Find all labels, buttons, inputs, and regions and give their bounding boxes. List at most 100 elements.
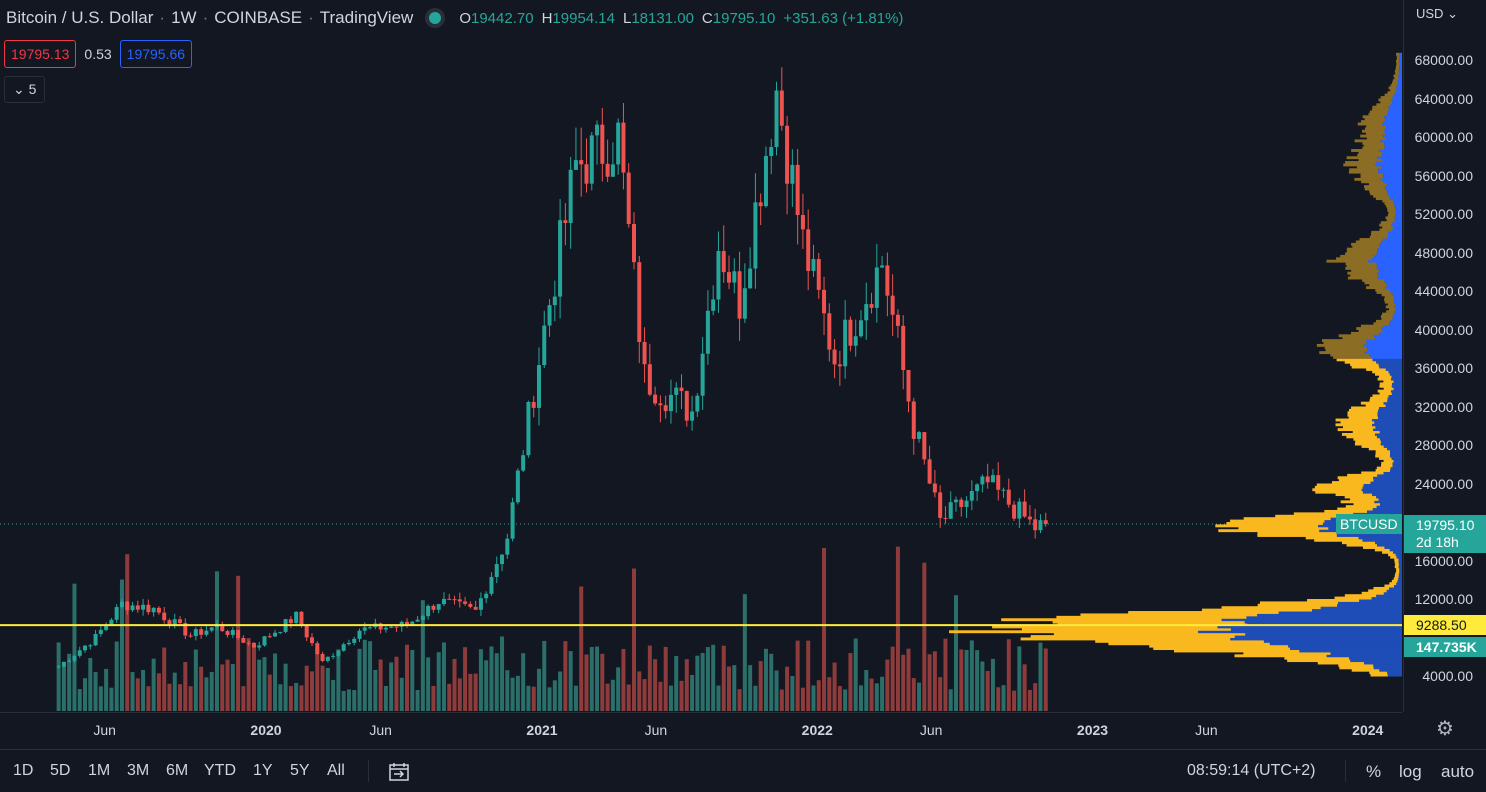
volume-bar <box>758 661 763 711</box>
range-button-3m[interactable]: 3M <box>127 762 150 779</box>
candle-body <box>510 502 515 539</box>
volume-profile-row-up <box>1342 425 1376 429</box>
sell-button[interactable]: 19795.13 <box>4 40 77 68</box>
indicators-toggle-button[interactable]: ⌄ 5 <box>4 76 46 103</box>
candle-body <box>526 401 531 456</box>
range-button-all[interactable]: All <box>327 762 345 779</box>
volume-profile-row-up <box>1384 93 1395 97</box>
percent-scale-toggle[interactable]: % <box>1366 762 1382 781</box>
volume-profile-row-up <box>1391 81 1398 85</box>
volume-profile-row-up <box>1351 149 1380 152</box>
range-button-5d[interactable]: 5D <box>50 762 71 779</box>
volume-bar <box>83 678 88 711</box>
volume-profile-row-down <box>1399 52 1402 56</box>
volume-profile-row-down <box>1349 656 1402 660</box>
volume-bar <box>763 648 768 711</box>
volume-profile-row-up <box>1331 481 1371 484</box>
volume-profile-row-down <box>1370 481 1402 484</box>
volume-bar <box>837 686 842 711</box>
log-scale-toggle[interactable]: log <box>1399 762 1422 781</box>
time-axis-label: 2024 <box>1352 722 1384 738</box>
volume-profile-row-up <box>1243 651 1331 655</box>
volume-profile-row-down <box>1377 276 1402 280</box>
date-range-icon[interactable] <box>388 762 410 787</box>
volume-bar <box>436 652 441 711</box>
volume-bar <box>304 665 309 711</box>
market-status-icon[interactable] <box>425 8 446 28</box>
candle-body <box>684 391 689 421</box>
volume-profile-row-down <box>1397 79 1402 83</box>
auto-scale-toggle[interactable]: auto <box>1441 762 1475 781</box>
candle-body <box>880 265 885 268</box>
volume-bar <box>172 672 177 711</box>
volume-profile-row-down <box>1263 639 1402 643</box>
volume-profile-row-up <box>1362 278 1385 282</box>
volume-profile-row-down <box>1394 300 1402 304</box>
volume-profile-row-down <box>1378 408 1402 412</box>
candle-body <box>320 654 325 661</box>
volume-bar <box>341 690 346 711</box>
volume-profile-row-up <box>1215 524 1318 528</box>
range-button-6m[interactable]: 6M <box>166 762 189 779</box>
volume-profile-row-up <box>1337 476 1374 480</box>
candle-body <box>822 289 827 314</box>
price-chart[interactable] <box>0 0 1402 712</box>
timezone-clock[interactable]: 08:59:14 (UTC+2) <box>1187 762 1316 779</box>
candle-body <box>267 636 272 638</box>
volume-profile-row-up <box>1373 194 1390 198</box>
range-button-1m[interactable]: 1M <box>88 762 111 779</box>
time-axis[interactable]: Jun 2020 Jun 2021 Jun 2022 Jun 2023 Jun 2024 <box>0 712 1402 749</box>
candle-body <box>547 305 552 326</box>
candle-body <box>632 223 636 263</box>
price-axis[interactable]: USD ⌄ 68000.00 64000.00 60000.00 56000.00 52… <box>1403 0 1486 712</box>
volume-profile-row-down <box>1364 351 1402 355</box>
volume-profile-row-down <box>1384 115 1402 119</box>
candle-body <box>167 620 172 626</box>
volume-bar <box>558 671 563 711</box>
candle-body <box>584 164 589 184</box>
candle-body <box>563 220 568 224</box>
candle-body <box>605 163 610 177</box>
high-value: 19954.14 <box>552 9 615 27</box>
volume-profile-row-down <box>1382 329 1402 333</box>
volume-profile-row-down <box>1392 96 1402 99</box>
volume-bar <box>125 554 130 711</box>
volume-profile-row-down <box>1392 464 1402 468</box>
volume-bar <box>848 653 853 711</box>
volume-profile-row-up <box>1321 339 1366 343</box>
chevron-down-icon: ⌄ <box>1447 6 1458 21</box>
volume-profile-row-up <box>1384 295 1395 299</box>
volume-profile-row-down <box>1391 389 1402 393</box>
volume-bar <box>88 658 93 711</box>
currency-selector[interactable]: USD ⌄ <box>1416 6 1458 22</box>
range-button-5y[interactable]: 5Y <box>290 762 310 779</box>
volume-profile-row-down <box>1384 141 1402 145</box>
price-axis-label: 60000.00 <box>1414 129 1473 145</box>
symbol-legend[interactable]: Bitcoin / U.S. Dollar · 1W · COINBASE · … <box>6 8 903 28</box>
gear-icon[interactable]: ⚙ <box>1436 718 1454 740</box>
volume-profile-row-up <box>1362 141 1385 145</box>
volume-bar <box>500 636 505 711</box>
volume-profile-row-up <box>1341 541 1375 545</box>
range-button-1d[interactable]: 1D <box>13 762 34 779</box>
volume-profile-row-up <box>1317 661 1365 665</box>
volume-bar <box>980 661 985 711</box>
range-button-ytd[interactable]: YTD <box>204 762 236 779</box>
volume-bar <box>1012 690 1017 711</box>
volume-bar <box>769 653 774 711</box>
candle-body <box>262 636 267 646</box>
volume-bar <box>938 677 943 711</box>
buy-button[interactable]: 19795.66 <box>119 40 193 68</box>
range-button-1y[interactable]: 1Y <box>253 762 273 779</box>
symbol-title[interactable]: Bitcoin / U.S. Dollar <box>6 8 154 27</box>
interval-label[interactable]: 1W <box>171 8 197 27</box>
volume-profile-row-down <box>1362 485 1402 489</box>
volume-profile-row-down <box>1374 420 1402 424</box>
volume-profile-row-up <box>1351 331 1380 335</box>
candle-body <box>932 483 937 493</box>
volume-profile-row-down <box>1376 495 1402 499</box>
candle-body <box>251 642 256 648</box>
volume-profile-row-down <box>1391 98 1402 102</box>
volume-bar <box>441 642 446 711</box>
candle-body <box>869 304 874 308</box>
